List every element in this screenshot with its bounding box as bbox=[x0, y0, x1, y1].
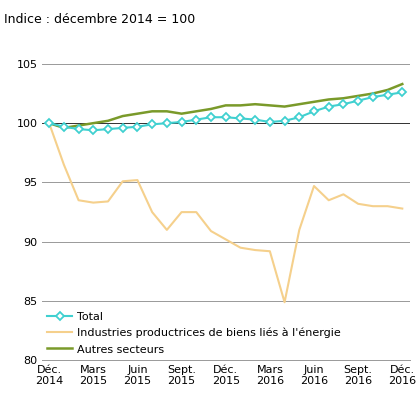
Text: Indice : décembre 2014 = 100: Indice : décembre 2014 = 100 bbox=[4, 13, 196, 26]
Legend: Total, Industries productrices de biens liés à l'énergie, Autres secteurs: Total, Industries productrices de biens … bbox=[47, 311, 341, 355]
